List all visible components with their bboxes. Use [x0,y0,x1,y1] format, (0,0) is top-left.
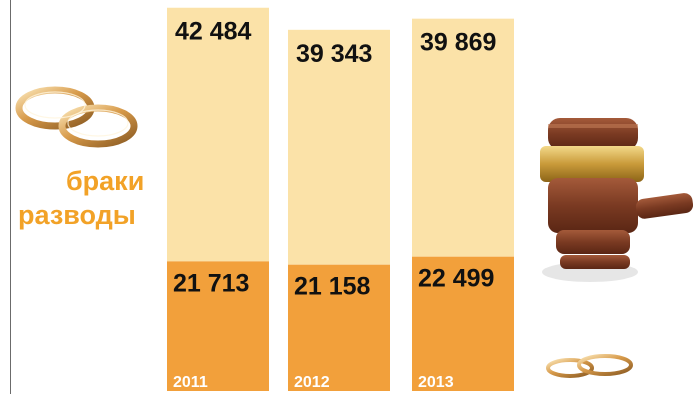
bar-divorces-2012 [288,264,390,391]
legend-divorces: разводы [18,200,136,230]
data-label-marriages-2011: 42 484 [175,18,252,46]
data-label-marriages-2013: 39 869 [420,29,496,57]
wedding-rings-icon [15,86,138,148]
data-label-marriages-2012: 39 343 [296,40,372,68]
bar-marriages-2012 [288,29,390,265]
bar-marriages-2013 [412,18,514,257]
data-label-divorces-2013: 22 499 [418,265,494,293]
category-label-2012: 2012 [294,374,330,391]
data-label-divorces-2012: 21 158 [294,273,371,301]
gavel-icon [540,118,693,282]
small-wedding-rings-icon [546,354,633,378]
left-axis-line [10,0,11,394]
bar-marriages-2011 [167,7,269,262]
data-label-divorces-2011: 21 713 [173,269,249,297]
legend-marriages: браки [66,166,145,196]
category-label-2011: 2011 [173,374,208,391]
category-label-2013: 2013 [418,374,454,391]
bar-divorces-2011 [167,261,269,391]
bar-divorces-2013 [412,256,514,391]
